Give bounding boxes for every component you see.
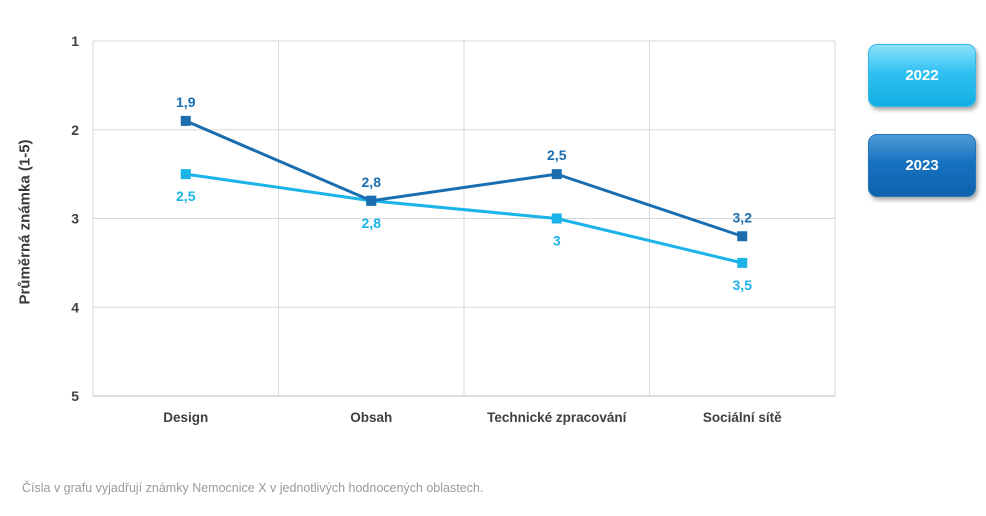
data-point-2022 [737,257,748,268]
data-label-2023: 1,9 [176,94,196,110]
data-label-2022: 3 [553,233,561,249]
data-point-2023 [551,169,562,180]
series-2022: 2,5 2,8 3 3,5 [176,169,752,293]
data-point-2023 [180,115,191,126]
y-tick-label: 5 [71,388,79,404]
grid [92,40,836,397]
x-tick-label: Obsah [350,410,392,425]
data-point-2023 [366,195,377,206]
y-tick-label: 3 [71,211,79,227]
y-tick-label: 2 [71,122,79,138]
data-label-2023: 3,2 [733,209,753,225]
legend-2022[interactable]: 2022 [868,44,976,107]
legend-2023-label: 2023 [905,157,939,174]
y-axis-label: Průměrná známka (1-5) [16,139,34,305]
y-tick-label: 4 [71,299,79,315]
legend-2022-label: 2022 [905,67,939,84]
x-tick-label: Sociální sítě [703,410,782,425]
series-line-2022 [185,172,743,265]
data-label-2023: 2,8 [362,174,382,190]
data-label-2022: 2,8 [362,215,382,231]
data-label-2023: 2,5 [547,147,567,163]
x-tick-label: Design [163,410,208,425]
series-2023: 1,9 2,8 2,5 3,2 [176,94,753,242]
y-axis: 1 2 3 4 5 [71,33,79,404]
data-point-2022 [551,213,562,224]
x-tick-label: Technické zpracování [487,410,628,425]
data-point-2022 [180,169,191,180]
data-label-2022: 3,5 [733,277,753,293]
series-line-2023 [185,119,743,238]
series-layer: 2,5 2,8 3 3,5 1,9 2,8 2,5 3,2 [176,94,752,293]
data-label-2022: 2,5 [176,188,196,204]
x-axis: Design Obsah Technické zpracování Sociální … [163,410,782,425]
data-point-2023 [737,231,748,242]
legend-2023[interactable]: 2023 [868,134,976,197]
footnote: Čísla v grafu vyjadřují známky Nemocnice… [22,481,484,495]
y-tick-label: 1 [71,33,79,49]
